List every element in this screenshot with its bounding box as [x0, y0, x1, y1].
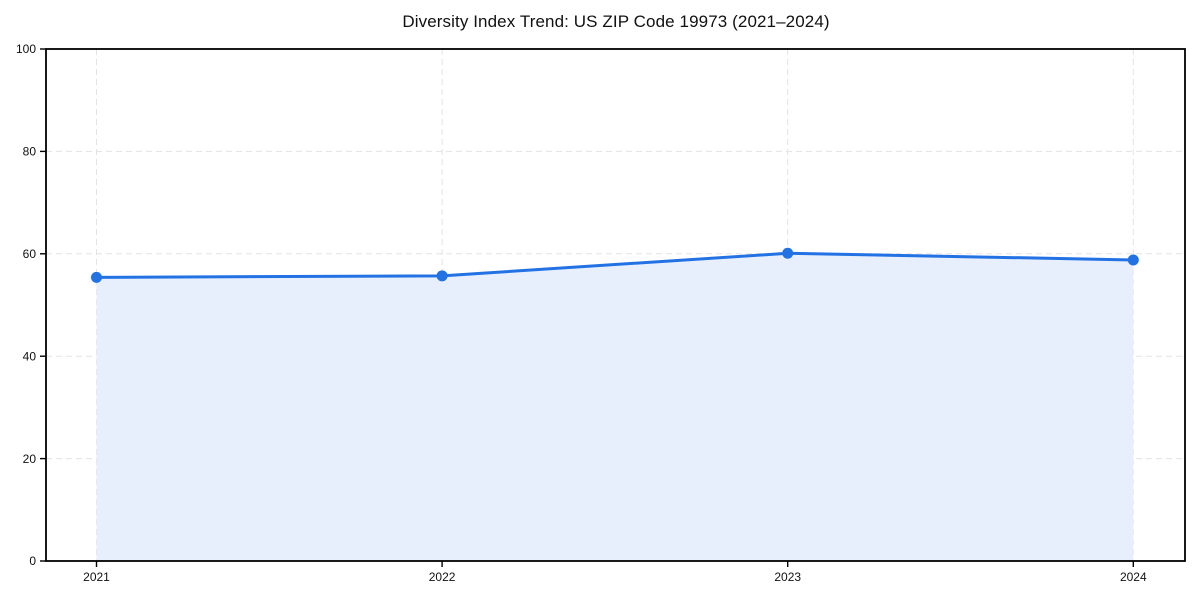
chart-title: Diversity Index Trend: US ZIP Code 19973…: [402, 12, 830, 31]
y-tick-label: 20: [23, 452, 37, 466]
area-fill: [96, 253, 1134, 561]
x-tick-label: 2023: [774, 570, 801, 584]
data-point: [782, 247, 794, 259]
y-tick-label: 60: [23, 247, 37, 261]
data-point: [436, 270, 448, 282]
plot-border: [45, 48, 1186, 562]
y-tick-label: 100: [16, 42, 36, 56]
y-tick-label: 40: [23, 349, 37, 363]
x-tick-label: 2022: [429, 570, 456, 584]
trend-line: [95, 251, 1135, 279]
y-tick-label: 80: [23, 145, 37, 159]
x-tick-label: 2021: [83, 570, 110, 584]
y-tick-label: 0: [29, 554, 36, 568]
x-tick-label: 2024: [1120, 570, 1147, 584]
data-point: [91, 271, 102, 283]
data-point: [1127, 254, 1139, 266]
